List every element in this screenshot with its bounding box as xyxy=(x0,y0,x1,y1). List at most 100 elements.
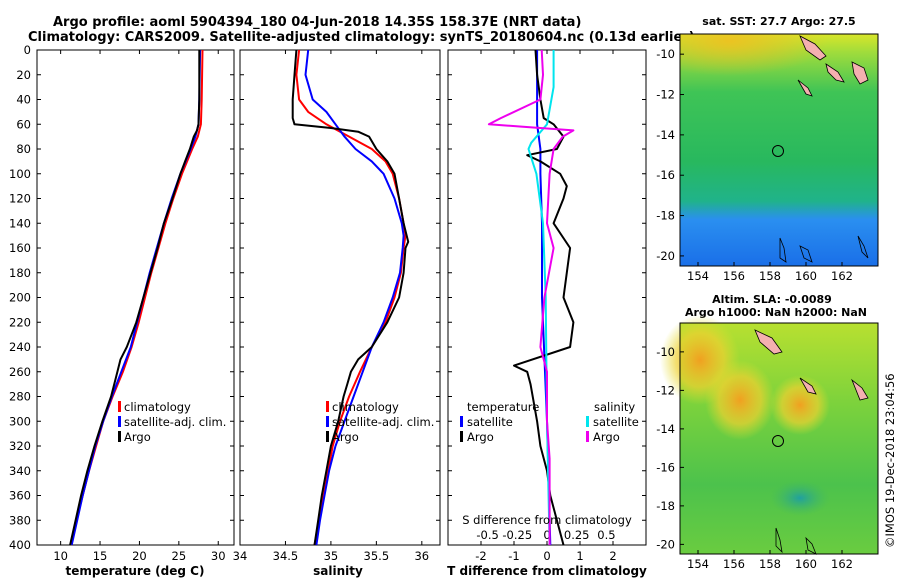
salinity-difference-tick-label: -0.25 xyxy=(502,528,532,542)
map-y-tick-label: -10 xyxy=(656,345,675,359)
salinity-difference-label: S difference from climatology xyxy=(462,513,632,527)
legend-swatch-temp-argo xyxy=(460,431,463,442)
temperature-panel: 0 20 40 60 80 100 120 140 160 180 200 220 240 260 280 3… xyxy=(9,43,235,578)
map-x-tick-label: 160 xyxy=(795,269,817,283)
depth-tick-label: 320 xyxy=(9,439,31,453)
series-line-salinity-argo xyxy=(487,49,575,545)
island-shape xyxy=(797,79,813,97)
map-y-tick-label: -12 xyxy=(656,383,675,397)
sla-map-subtitle: Argo h1000: NaN h2000: NaN xyxy=(685,306,867,319)
sst-map: sat. SST: 27.7 Argo: 27.5 154 156 158 160 16… xyxy=(656,15,879,283)
legend-temp-satellite: satellite xyxy=(467,415,513,429)
x-tick-label: 2 xyxy=(609,549,616,563)
salinity-legend: climatology satellite-adj. clim. Argo xyxy=(326,400,434,444)
temperature-difference-label: T difference from climatology xyxy=(447,564,647,578)
salinity-difference-ticks: -0.5 -0.25 0 0.25 0.5 xyxy=(476,528,615,542)
island-shape xyxy=(825,63,845,83)
legend-satellite-adj: satellite-adj. clim. xyxy=(124,415,226,429)
map-y-tick-label: -18 xyxy=(656,499,675,513)
legend-temp-argo: Argo xyxy=(467,430,494,444)
temperature-x-ticks: 10 15 20 25 30 xyxy=(37,49,234,563)
x-tick-label: 10 xyxy=(53,549,68,563)
map-x-tick-label: 154 xyxy=(687,269,709,283)
map-x-tick-label: 154 xyxy=(687,557,709,571)
sla-map-high-anomaly xyxy=(770,375,830,435)
temperature-axis-label: temperature (deg C) xyxy=(66,564,205,578)
depth-tick-label: 200 xyxy=(9,291,31,305)
depth-tick-label: 360 xyxy=(9,489,31,503)
x-tick-label: 0 xyxy=(543,549,550,563)
salinity-plot-frame xyxy=(239,49,441,546)
sla-map: Altim. SLA: -0.0089 Argo h1000: NaN h200… xyxy=(656,293,879,571)
depth-tick-label: 220 xyxy=(9,315,31,329)
x-tick-label: -2 xyxy=(475,549,486,563)
depth-tick-label: 60 xyxy=(16,117,31,131)
legend-swatch-argo xyxy=(326,431,329,442)
x-tick-label: 15 xyxy=(93,549,108,563)
salinity-difference-tick-label: 0.5 xyxy=(597,528,615,542)
sla-map-low-anomaly xyxy=(770,480,830,516)
depth-tick-label: 180 xyxy=(9,266,31,280)
series-line-climatology xyxy=(295,49,407,546)
sst-map-coastlines xyxy=(779,35,869,263)
legend-climatology: climatology xyxy=(332,400,399,414)
reef-outline xyxy=(779,237,787,263)
series-line-argo xyxy=(69,50,201,546)
depth-tick-label: 240 xyxy=(9,340,31,354)
salinity-x-ticks: 34 34.5 35 35.5 36 xyxy=(233,49,440,563)
map-x-tick-label: 156 xyxy=(723,557,745,571)
depth-tick-label: 0 xyxy=(24,43,31,57)
x-tick-label: 20 xyxy=(132,549,147,563)
x-tick-label: 34 xyxy=(233,549,248,563)
depth-tick-label: 140 xyxy=(9,216,31,230)
map-x-tick-label: 162 xyxy=(831,269,853,283)
sla-map-ticks: 154 156 158 160 162 -10 -12 -14 -16 -18 -20 xyxy=(656,345,853,571)
salinity-axis-label: salinity xyxy=(313,564,363,578)
legend-swatch-argo xyxy=(118,431,121,442)
argo-location-marker xyxy=(772,145,784,157)
depth-tick-label: 100 xyxy=(9,167,31,181)
sla-map-frame xyxy=(679,322,879,555)
legend-swatch-satellite-adj xyxy=(118,416,121,427)
map-y-tick-label: -12 xyxy=(656,88,675,102)
temperature-series xyxy=(69,49,204,546)
map-y-tick-label: -20 xyxy=(656,249,675,263)
salinity-panel: 34 34.5 35 35.5 36 salinity climatology sate… xyxy=(233,49,441,578)
difference-series xyxy=(487,49,575,546)
x-tick-label: 34.5 xyxy=(273,549,299,563)
map-x-tick-label: 158 xyxy=(759,269,781,283)
argo-location-marker xyxy=(772,435,784,447)
depth-tick-label: 300 xyxy=(9,414,31,428)
map-y-tick-label: -10 xyxy=(656,47,675,61)
series-line-argo xyxy=(291,49,410,546)
legend-temperature-title: temperature xyxy=(467,400,539,414)
depth-tick-label: 380 xyxy=(9,513,31,527)
island-shape xyxy=(799,35,827,61)
depth-tick-labels: 0 20 40 60 80 100 120 140 160 180 200 220 240 260 280 3… xyxy=(9,43,31,552)
map-y-tick-label: -16 xyxy=(656,460,675,474)
map-x-tick-label: 156 xyxy=(723,269,745,283)
depth-tick-label: 120 xyxy=(9,192,31,206)
x-tick-label: 36 xyxy=(414,549,429,563)
legend-sal-argo: Argo xyxy=(593,430,620,444)
sla-map-high-anomaly xyxy=(705,360,775,440)
x-tick-label: 1 xyxy=(576,549,583,563)
legend-swatch-climatology xyxy=(326,401,329,412)
depth-tick-label: 20 xyxy=(16,68,31,82)
x-tick-label: 35 xyxy=(324,549,339,563)
map-y-tick-label: -18 xyxy=(656,209,675,223)
depth-tick-label: 400 xyxy=(9,538,31,552)
legend-sal-satellite: satellite xyxy=(593,415,639,429)
depth-tick-label: 280 xyxy=(9,390,31,404)
sst-map-warm-region xyxy=(680,34,878,104)
legend-salinity-title: salinity xyxy=(594,400,635,414)
island-shape xyxy=(799,377,817,395)
island-shape xyxy=(851,378,869,401)
difference-legend: temperature satellite Argo salinity sate… xyxy=(460,400,639,444)
series-line-temperature-satellite xyxy=(536,50,552,546)
figure-title-line2: Climatology: CARS2009. Satellite-adjuste… xyxy=(28,30,695,45)
legend-swatch-temp-satellite xyxy=(460,416,463,427)
depth-tick-label: 340 xyxy=(9,464,31,478)
salinity-difference-tick-label: 0 xyxy=(543,528,550,542)
